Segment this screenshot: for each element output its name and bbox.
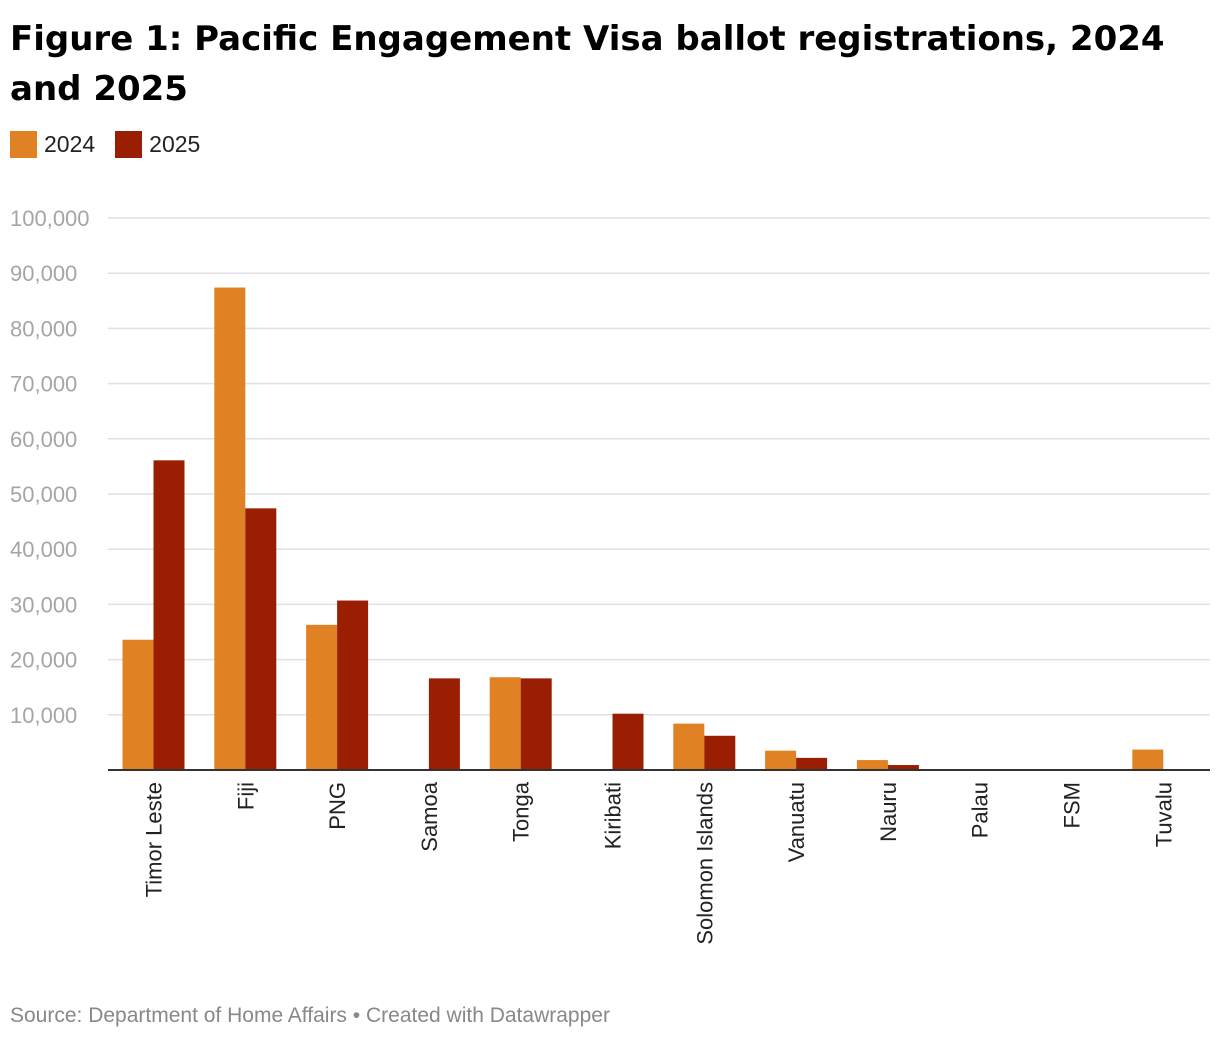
bar-2024-nauru <box>856 760 888 770</box>
bar-2025-timor-leste <box>153 460 185 770</box>
y-tick-label: 20,000 <box>10 648 77 673</box>
credit-text: Created with Datawrapper <box>365 1004 610 1027</box>
y-tick-label: 100,000 <box>10 206 90 231</box>
bar-2024-solomon-islands <box>673 723 705 770</box>
x-tick-label: Kiribati <box>601 782 626 849</box>
x-tick-label: Vanuatu <box>784 782 809 862</box>
x-tick-label: Tuvalu <box>1151 782 1176 847</box>
y-tick-label: 50,000 <box>10 482 77 507</box>
footer-separator: • <box>352 1004 361 1027</box>
x-tick-label: Timor Leste <box>142 782 167 897</box>
bar-2025-fiji <box>245 508 277 770</box>
bar-2024-png <box>306 624 338 770</box>
legend-swatch-2025 <box>115 131 143 158</box>
x-tick-label: Nauru <box>876 782 901 842</box>
bar-2024-tonga <box>489 677 521 770</box>
y-tick-label: 10,000 <box>10 703 77 728</box>
bar-2024-fiji <box>214 287 246 770</box>
chart-title: Figure 1: Pacific Engagement Visa ballot… <box>10 19 1165 109</box>
legend-label-2024: 2024 <box>44 131 96 157</box>
bar-2024-vanuatu <box>765 750 797 770</box>
bar-2025-samoa <box>428 678 460 770</box>
bar-2025-png <box>337 600 369 770</box>
source-text: Source: Department of Home Affairs <box>10 1004 347 1027</box>
bar-2024-timor-leste <box>122 639 154 770</box>
y-tick-label: 40,000 <box>10 537 77 562</box>
x-tick-label: PNG <box>325 782 350 830</box>
x-tick-label: Palau <box>968 782 993 838</box>
bar-chart: 10,000 20,000 30,000 40,000 50,000 60,000 70,0… <box>10 206 1210 945</box>
y-tick-label: 60,000 <box>10 427 77 452</box>
bar-2025-tonga <box>520 678 552 770</box>
y-tick-label: 90,000 <box>10 261 77 286</box>
y-tick-label: 70,000 <box>10 372 77 397</box>
x-tick-label: Solomon Islands <box>692 782 717 945</box>
x-tick-label: Tonga <box>509 781 534 842</box>
x-tick-label: Fiji <box>233 782 258 810</box>
legend-swatch-2024 <box>10 131 37 158</box>
legend-item-2024: 2024 <box>10 131 95 158</box>
bar-2025-vanuatu <box>796 757 828 770</box>
y-tick-label: 80,000 <box>10 316 77 341</box>
bar-2025-solomon-islands <box>704 735 736 770</box>
x-tick-label: Samoa <box>417 781 442 851</box>
legend-item-2025: 2025 <box>115 131 200 158</box>
y-tick-label: 30,000 <box>10 592 77 617</box>
legend: 2024 2025 <box>10 131 220 158</box>
footer: Source: Department of Home Affairs • Cre… <box>10 1004 610 1028</box>
bar-2025-kiribati <box>612 713 644 770</box>
x-tick-label: FSM <box>1060 782 1085 828</box>
bar-2025-nauru <box>887 765 919 770</box>
bar-2024-tuvalu <box>1132 749 1164 770</box>
legend-label-2025: 2025 <box>149 131 201 157</box>
